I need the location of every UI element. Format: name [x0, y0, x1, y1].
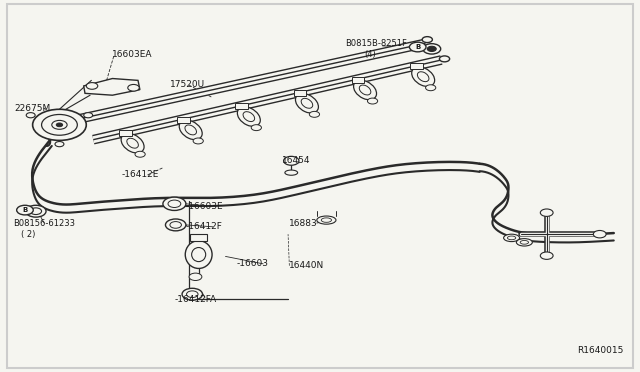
Text: B: B — [22, 207, 28, 213]
Circle shape — [410, 42, 426, 52]
Circle shape — [422, 37, 433, 42]
Polygon shape — [84, 78, 140, 95]
Ellipse shape — [516, 238, 532, 246]
Circle shape — [423, 44, 441, 54]
Ellipse shape — [127, 138, 138, 148]
Text: -16603: -16603 — [237, 259, 269, 268]
Circle shape — [428, 46, 436, 51]
Circle shape — [30, 208, 42, 215]
Ellipse shape — [243, 112, 255, 122]
Ellipse shape — [285, 170, 298, 175]
Text: 16454: 16454 — [282, 155, 310, 164]
Ellipse shape — [412, 67, 435, 86]
Bar — [351, 77, 364, 83]
Circle shape — [135, 151, 145, 157]
Ellipse shape — [237, 107, 260, 126]
Ellipse shape — [321, 218, 332, 222]
Text: -16412FA: -16412FA — [174, 295, 216, 304]
Bar — [294, 90, 307, 96]
Circle shape — [168, 200, 180, 208]
Circle shape — [170, 222, 181, 228]
Text: -16603E: -16603E — [186, 202, 223, 211]
Circle shape — [26, 205, 46, 217]
Text: -16412F: -16412F — [186, 222, 223, 231]
Ellipse shape — [296, 94, 319, 113]
Circle shape — [440, 56, 450, 62]
Circle shape — [163, 197, 186, 211]
Circle shape — [593, 231, 606, 238]
Circle shape — [56, 123, 63, 127]
Ellipse shape — [504, 234, 520, 241]
Ellipse shape — [359, 85, 371, 95]
Circle shape — [84, 113, 93, 118]
Bar — [177, 116, 190, 122]
Ellipse shape — [353, 80, 376, 100]
Text: 17520U: 17520U — [170, 80, 205, 89]
Circle shape — [309, 111, 319, 117]
Circle shape — [186, 291, 198, 298]
Ellipse shape — [191, 247, 205, 262]
Circle shape — [42, 115, 77, 135]
Ellipse shape — [301, 98, 313, 108]
Ellipse shape — [121, 134, 144, 153]
Ellipse shape — [520, 240, 529, 244]
Text: B08156-61233: B08156-61233 — [13, 219, 76, 228]
Text: 22675M: 22675M — [15, 104, 51, 113]
Circle shape — [189, 273, 202, 280]
Text: B: B — [415, 44, 420, 50]
Ellipse shape — [179, 120, 202, 140]
Circle shape — [540, 209, 553, 217]
Circle shape — [128, 84, 140, 91]
Circle shape — [17, 205, 33, 215]
Ellipse shape — [185, 125, 196, 135]
Ellipse shape — [185, 241, 212, 269]
Bar — [190, 234, 207, 241]
Circle shape — [540, 252, 553, 259]
Circle shape — [26, 113, 35, 118]
Bar — [119, 130, 132, 136]
Text: R1640015: R1640015 — [577, 346, 623, 355]
Circle shape — [182, 288, 202, 300]
Text: 16883: 16883 — [289, 219, 318, 228]
Text: (4): (4) — [365, 50, 376, 59]
Circle shape — [252, 125, 262, 131]
Text: 16603EA: 16603EA — [113, 50, 153, 59]
Circle shape — [55, 141, 64, 147]
Text: -16412E: -16412E — [122, 170, 159, 179]
Text: 16440N: 16440N — [289, 261, 324, 270]
Circle shape — [193, 138, 204, 144]
Circle shape — [86, 83, 98, 89]
Circle shape — [367, 98, 378, 104]
Text: ( 2): ( 2) — [21, 230, 35, 240]
Ellipse shape — [508, 236, 516, 240]
Circle shape — [52, 121, 67, 129]
Bar — [410, 63, 422, 69]
Circle shape — [166, 219, 186, 231]
Ellipse shape — [417, 72, 429, 81]
Circle shape — [33, 109, 86, 140]
Text: B0815B-8251F: B0815B-8251F — [346, 39, 408, 48]
Bar — [236, 103, 248, 109]
Circle shape — [426, 85, 436, 91]
Circle shape — [284, 156, 299, 165]
Ellipse shape — [317, 216, 336, 224]
